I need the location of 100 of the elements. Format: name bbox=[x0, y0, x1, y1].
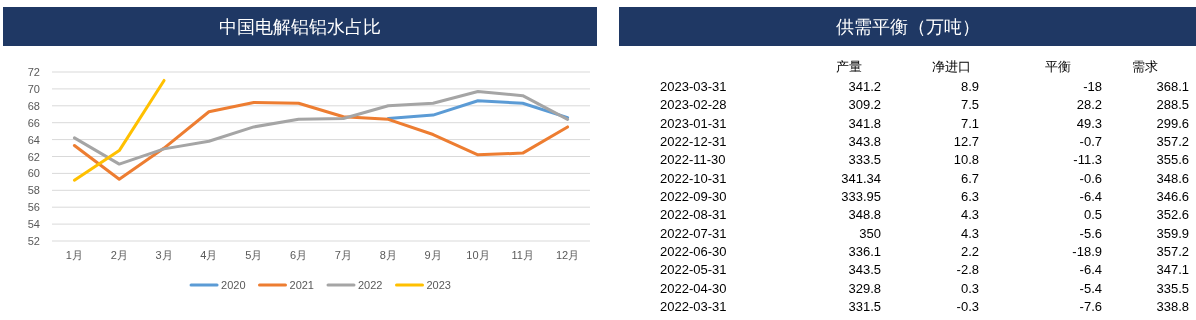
text: 净进口 bbox=[931, 59, 971, 74]
data-label: 338.8 bbox=[1156, 298, 1189, 314]
x-tick-label: 2月 bbox=[110, 249, 128, 261]
data-label: 333.95 bbox=[841, 188, 881, 204]
y-tick-label: 52 bbox=[27, 235, 40, 247]
data-label: 341.34 bbox=[841, 170, 881, 186]
data-label: -5.4 bbox=[1079, 280, 1102, 296]
data-label: 8.9 bbox=[960, 79, 979, 94]
data-label: 10.8 bbox=[953, 152, 979, 168]
data-label: 288.5 bbox=[1156, 97, 1189, 113]
x-tick-label: 4月 bbox=[200, 249, 218, 261]
data-label: 343.5 bbox=[848, 262, 881, 278]
x-tick-label: 12月 bbox=[555, 249, 580, 261]
legend-label: 2023 bbox=[426, 279, 451, 291]
data-label: 352.6 bbox=[1156, 207, 1189, 223]
data-label: 2.2 bbox=[960, 243, 979, 259]
x-tick-label: 6月 bbox=[290, 249, 308, 261]
y-tick-label: 72 bbox=[27, 66, 40, 78]
legend-label: 2020 bbox=[221, 279, 246, 291]
data-label: 4.3 bbox=[960, 225, 979, 241]
category-label: 2023-01-31 bbox=[660, 115, 727, 131]
line-series bbox=[72, 100, 570, 181]
category-label: 2022-11-30 bbox=[660, 152, 726, 168]
data-label: 355.6 bbox=[1156, 152, 1189, 168]
category-label: 2022-12-31 bbox=[660, 133, 727, 149]
data-label: -0.7 bbox=[1079, 133, 1102, 149]
data-label: 341.8 bbox=[848, 115, 881, 131]
data-label: -6.4 bbox=[1079, 262, 1102, 278]
data-label: -0.6 bbox=[1079, 170, 1102, 186]
data-label: 7.5 bbox=[960, 97, 979, 113]
y-tick-label: 68 bbox=[27, 99, 40, 112]
y-tick-label: 56 bbox=[27, 201, 40, 214]
text: 需求 bbox=[1132, 59, 1158, 74]
y-tick-label: 54 bbox=[27, 218, 40, 231]
y-tick-label: 64 bbox=[27, 133, 40, 146]
data-label: 12.7 bbox=[953, 133, 979, 149]
data-label: 4.3 bbox=[960, 207, 979, 223]
category-label: 2022-04-30 bbox=[660, 280, 727, 296]
data-label: 348.6 bbox=[1156, 170, 1189, 186]
category-label: 2022-06-30 bbox=[660, 243, 727, 259]
category-label: 2022-03-31 bbox=[660, 298, 727, 314]
data-label: 359.9 bbox=[1156, 225, 1189, 241]
data-label: 28.2 bbox=[1076, 97, 1102, 113]
data-label: 357.2 bbox=[1156, 133, 1189, 149]
data-label: -2.8 bbox=[956, 262, 979, 278]
data-label: 336.1 bbox=[848, 243, 881, 259]
category-label: 2023-03-31 bbox=[660, 79, 727, 94]
category-label: 2022-09-30 bbox=[660, 188, 727, 204]
data-label: 6.3 bbox=[960, 188, 979, 204]
data-label: 343.8 bbox=[848, 133, 881, 149]
x-tick-label: 11月 bbox=[511, 249, 534, 261]
category-label: 2022-08-31 bbox=[660, 207, 727, 223]
data-label: 333.5 bbox=[848, 152, 881, 168]
legend-label: 2021 bbox=[289, 279, 314, 291]
data-label: 368.1 bbox=[1156, 79, 1189, 94]
data-label: 7.1 bbox=[960, 115, 979, 131]
x-tick-label: 3月 bbox=[155, 249, 173, 261]
x-tick-label: 8月 bbox=[379, 249, 397, 261]
line-series bbox=[72, 89, 570, 166]
legend-label: 2022 bbox=[358, 279, 383, 291]
data-label: -5.6 bbox=[1079, 225, 1102, 241]
x-tick-label: 7月 bbox=[334, 249, 352, 261]
y-tick-label: 70 bbox=[27, 82, 40, 95]
text: 产量 bbox=[836, 59, 862, 74]
data-label: 346.6 bbox=[1156, 188, 1189, 204]
data-label: 329.8 bbox=[848, 280, 881, 296]
data-label: 299.6 bbox=[1156, 115, 1189, 131]
category-label: 2022-07-31 bbox=[660, 225, 727, 241]
data-label: 347.1 bbox=[1156, 262, 1189, 278]
x-tick-label: 5月 bbox=[245, 249, 263, 261]
data-label: 348.8 bbox=[848, 207, 881, 223]
data-label: 350 bbox=[859, 225, 881, 241]
data-label: 309.2 bbox=[848, 97, 881, 113]
data-label: -11.3 bbox=[1073, 152, 1102, 168]
data-label: 341.2 bbox=[848, 79, 881, 94]
data-label: 0.5 bbox=[1083, 207, 1102, 223]
category-label: 2022-05-31 bbox=[660, 262, 727, 278]
data-label: -18 bbox=[1083, 79, 1102, 94]
y-tick-label: 58 bbox=[27, 184, 40, 197]
y-tick-label: 66 bbox=[27, 116, 40, 129]
y-tick-label: 62 bbox=[27, 150, 40, 163]
data-label: -6.4 bbox=[1079, 188, 1102, 204]
text: 供需平衡（万吨） bbox=[835, 17, 980, 37]
x-tick-label: 1月 bbox=[65, 249, 83, 261]
data-label: 0.3 bbox=[960, 280, 979, 296]
data-label: 49.3 bbox=[1076, 115, 1102, 131]
category-label: 2022-10-31 bbox=[660, 170, 727, 186]
category-label: 2023-02-28 bbox=[660, 97, 727, 113]
x-tick-label: 10月 bbox=[466, 249, 490, 261]
chart-title: 中国电解铝铝水占比 bbox=[219, 17, 381, 37]
data-label: -7.6 bbox=[1079, 298, 1102, 314]
data-label: 6.7 bbox=[960, 170, 979, 186]
text: 平衡 bbox=[1045, 59, 1071, 74]
y-tick-label: 60 bbox=[27, 167, 40, 180]
data-label: 335.5 bbox=[1156, 280, 1189, 296]
x-tick-label: 9月 bbox=[424, 249, 442, 261]
data-label: 331.5 bbox=[848, 298, 881, 314]
data-label: 357.2 bbox=[1156, 243, 1189, 259]
data-label: -0.3 bbox=[956, 298, 979, 314]
data-label: -18.9 bbox=[1072, 243, 1102, 259]
